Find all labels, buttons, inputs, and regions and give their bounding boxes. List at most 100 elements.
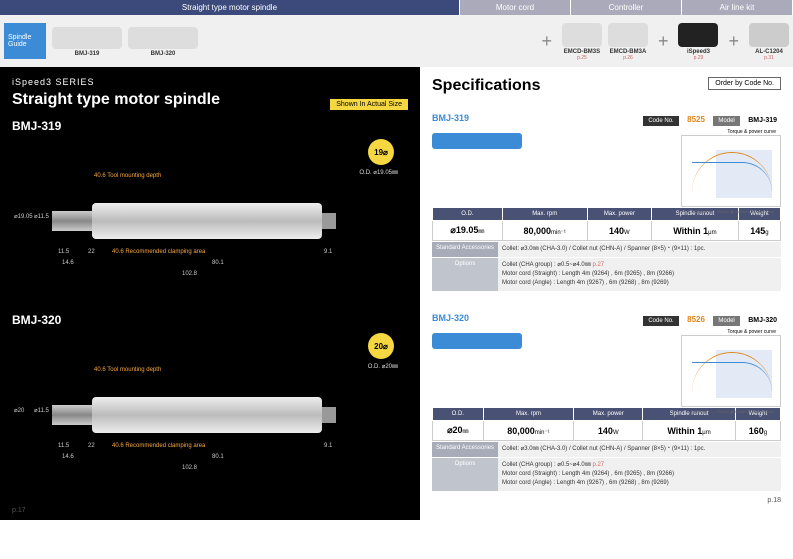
dim-d: 80.1 (212, 260, 224, 266)
std-accessories-row: Standard Accessories Collet: ⌀3.0㎜ (CHA-… (432, 242, 781, 257)
th-rpm: Max. rpm (483, 408, 574, 421)
left-page: iSpeed3 SERIES Straight type motor spind… (0, 67, 420, 520)
prod-img (678, 23, 718, 47)
prod-page: p.26 (608, 55, 648, 61)
opt-collet: Collet (CHA group) : ⌀0.5~⌀4.0㎜ (502, 262, 591, 268)
dim-a: 11.5 (58, 443, 69, 449)
options-row: Options Collet (CHA group) : ⌀0.5~⌀4.0㎜ … (432, 458, 781, 491)
prod-bmj320[interactable]: BMJ-320 (128, 25, 198, 57)
section-bmj320: BMJ-320 20⌀ O.D. ⌀20㎜ 40.6 Tool mounting… (12, 313, 408, 497)
th-rpm: Max. rpm (502, 208, 587, 221)
dim-e: 9.1 (324, 249, 332, 255)
prod-emcd-bm3s[interactable]: EMCD-BM3Sp.25 (562, 21, 602, 61)
dim-total: 102.8 (182, 271, 197, 277)
th-od: O.D. (433, 408, 484, 421)
curve-legend: —— Torque —— Power ▦ Continuous Duty Are… (686, 409, 774, 414)
model-label: Model (713, 116, 739, 126)
th-power: Max. power (574, 408, 643, 421)
prod-img (608, 23, 648, 47)
model-heading: BMJ-320 (12, 313, 408, 327)
curve-title: Torque & power curve (727, 129, 776, 135)
dim-h2: ⌀11.5 (34, 213, 49, 220)
torque-curve-chart: Torque & power curve —— Torque —— Power … (681, 335, 781, 407)
opt-collet: Collet (CHA group) : ⌀0.5~⌀4.0㎜ (502, 462, 591, 468)
prod-emcd-bm3a[interactable]: EMCD-BM3Ap.26 (608, 21, 648, 61)
spindle-guide-badge: Spindle Guide (4, 23, 46, 59)
nav-tab-spindle[interactable]: Straight type motor spindle (0, 0, 460, 15)
torque-curve-chart: Torque & power curve —— Torque —— Power … (681, 135, 781, 207)
page-number-left: p.17 (12, 507, 408, 514)
td-power: 140W (574, 421, 643, 441)
model-label: Model (713, 316, 739, 326)
opt-label: Options (432, 258, 498, 291)
prod-label: BMJ-319 (52, 51, 122, 57)
prod-img (128, 27, 198, 49)
dim-total: 102.8 (182, 465, 197, 471)
td-rpm: 80,000min⁻¹ (502, 221, 587, 241)
prod-label: BMJ-320 (128, 51, 198, 57)
order-by-code-box: Order by Code No. (708, 77, 781, 90)
page-number-right: p.18 (432, 497, 781, 504)
opt-page: p.27 (592, 462, 604, 468)
prod-bmj319[interactable]: BMJ-319 (52, 25, 122, 57)
th-power: Max. power (587, 208, 651, 221)
th-od: O.D. (433, 208, 503, 221)
dim-d: 80.1 (212, 454, 224, 460)
guide-l1: Spindle (8, 34, 46, 41)
acc-body: Collet: ⌀3.0㎜ (CHA-3.0) / Collet nut (CH… (498, 242, 781, 257)
code-row: BMJ-320 Code No. 8526 Model BMJ-320 (432, 309, 781, 327)
dim-h2: ⌀11.5 (34, 407, 49, 414)
opt-cord-angle: Motor cord (Angle) : Length 4m (9267) , … (502, 280, 669, 286)
actual-size-badge: Shown In Actual Size (330, 99, 408, 110)
nav-tab-controller[interactable]: Controller (571, 0, 682, 15)
guide-l2: Guide (8, 41, 46, 48)
dia-tip (322, 407, 336, 423)
dia-body (92, 203, 322, 239)
opt-body: Collet (CHA group) : ⌀0.5~⌀4.0㎜ p.27 Mot… (498, 258, 781, 291)
prod-ispeed3[interactable]: iSpeed3p.29 (678, 21, 718, 61)
opt-cord-angle: Motor cord (Angle) : Length 4m (9267) , … (502, 480, 669, 486)
dim-c: 40.6 Recommended clamping area (112, 249, 205, 255)
options-row: Options Collet (CHA group) : ⌀0.5~⌀4.0㎜ … (432, 258, 781, 291)
code-row: BMJ-319 Code No. 8525 Model BMJ-319 (432, 109, 781, 127)
curve-title: Torque & power curve (727, 329, 776, 335)
prod-page: p.25 (562, 55, 602, 61)
prod-page: p.31 (749, 55, 789, 61)
curve-legend: —— Torque —— Power ▦ Continuous Duty Are… (686, 209, 774, 214)
opt-body: Collet (CHA group) : ⌀0.5~⌀4.0㎜ p.27 Mot… (498, 458, 781, 491)
td-runout: Within 1μm (652, 221, 739, 241)
prod-page: p.29 (678, 55, 718, 61)
spec-bmj319: BMJ-319 Code No. 8525 Model BMJ-319 Torq… (432, 109, 781, 291)
td-weight: 160g (735, 421, 780, 441)
nav-tab-airline[interactable]: Air line kit (682, 0, 793, 15)
spec-model: BMJ-320 (432, 313, 469, 323)
td-weight: 145g (738, 221, 780, 241)
model-heading: BMJ-319 (12, 119, 408, 133)
dim-c: 40.6 Recommended clamping area (112, 443, 205, 449)
dim-tool: 40.6 Tool mounting depth (94, 173, 161, 179)
dim-a: 11.5 (58, 249, 69, 255)
acc-body: Collet: ⌀3.0㎜ (CHA-3.0) / Collet nut (CH… (498, 442, 781, 457)
spec-model: BMJ-319 (432, 113, 469, 123)
acc-label: Standard Accessories (432, 242, 498, 257)
model-value: BMJ-319 (744, 117, 781, 124)
dim-b: 22 (88, 443, 95, 449)
opt-page: p.27 (592, 262, 604, 268)
dim-f: 14.6 (62, 260, 74, 266)
prod-alc1204[interactable]: AL-C1204p.31 (749, 21, 789, 61)
product-row: Spindle Guide BMJ-319 BMJ-320 + EMCD-BM3… (0, 15, 793, 67)
acc-label: Standard Accessories (432, 442, 498, 457)
spec-bmj320: BMJ-320 Code No. 8526 Model BMJ-320 Torq… (432, 309, 781, 491)
right-page: Specifications Order by Code No. BMJ-319… (420, 67, 793, 520)
top-nav: Straight type motor spindle Motor cord C… (0, 0, 793, 15)
td-runout: Within 1μm (643, 421, 736, 441)
model-value: BMJ-320 (744, 317, 781, 324)
code-no-label: Code No. (643, 116, 678, 126)
nav-tab-motorcord[interactable]: Motor cord (460, 0, 571, 15)
opt-cord-straight: Motor cord (Straight) : Length 4m (9264)… (502, 471, 674, 477)
td-od: ⌀20㎜ (433, 421, 484, 441)
spindle-diagram: 40.6 Tool mounting depth ⌀19.05 ⌀11.5 11… (12, 153, 408, 303)
dim-h1: ⌀20 (14, 407, 24, 414)
mini-spindle-icon (432, 133, 522, 149)
dia-body (92, 397, 322, 433)
